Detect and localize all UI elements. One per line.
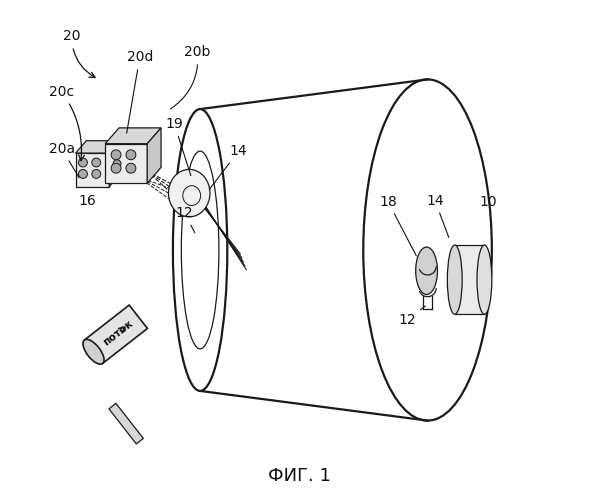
Text: 20d: 20d <box>127 50 153 133</box>
Text: 10: 10 <box>479 194 497 208</box>
Polygon shape <box>105 128 161 144</box>
Ellipse shape <box>173 109 227 391</box>
Text: 12: 12 <box>398 306 425 327</box>
Polygon shape <box>84 305 148 364</box>
Circle shape <box>113 160 121 168</box>
Ellipse shape <box>83 340 104 364</box>
Text: 20c: 20c <box>49 85 84 160</box>
Circle shape <box>126 150 136 160</box>
Text: 12: 12 <box>175 206 195 233</box>
Polygon shape <box>109 140 120 186</box>
Circle shape <box>92 158 100 167</box>
Text: поток: поток <box>101 318 135 347</box>
Circle shape <box>126 164 136 173</box>
Text: 19: 19 <box>166 117 191 176</box>
Text: 20a: 20a <box>48 142 79 178</box>
Ellipse shape <box>477 245 492 314</box>
Polygon shape <box>109 404 144 444</box>
Polygon shape <box>75 153 109 186</box>
Circle shape <box>78 170 87 178</box>
Text: 16: 16 <box>78 194 96 207</box>
Polygon shape <box>105 144 147 183</box>
Circle shape <box>92 170 100 178</box>
Ellipse shape <box>447 245 462 314</box>
Circle shape <box>78 158 87 167</box>
Text: ФИГ. 1: ФИГ. 1 <box>267 468 331 485</box>
Text: 14: 14 <box>209 144 248 190</box>
Text: 20b: 20b <box>170 45 211 109</box>
Ellipse shape <box>416 247 438 294</box>
Circle shape <box>111 150 121 160</box>
Circle shape <box>111 164 121 173</box>
Text: 18: 18 <box>379 194 416 256</box>
Polygon shape <box>147 128 161 183</box>
Polygon shape <box>75 140 120 153</box>
Polygon shape <box>454 245 484 314</box>
Text: 20: 20 <box>63 30 95 78</box>
Ellipse shape <box>169 170 210 217</box>
Text: 14: 14 <box>426 194 449 238</box>
